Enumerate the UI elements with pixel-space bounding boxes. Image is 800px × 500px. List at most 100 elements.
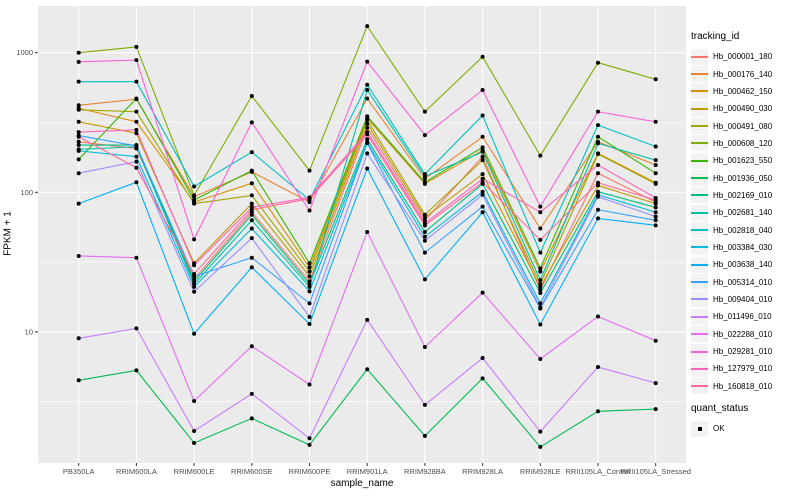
data-point: [422, 109, 427, 114]
data-point: [192, 282, 197, 287]
data-point: [365, 166, 370, 171]
data-point: [307, 301, 312, 306]
data-point: [480, 376, 485, 381]
x-tick-label: RRIM600PE: [289, 467, 331, 476]
data-point: [365, 121, 370, 126]
data-point: [76, 378, 81, 383]
x-tick-label: RRIM600LE: [174, 467, 215, 476]
line-key-icon: [691, 239, 708, 256]
line-key-icon: [691, 291, 708, 308]
data-point: [76, 157, 81, 162]
x-axis-tick-labels: PB350LA RRIM600LA RRIM600LE RRIM600SE RRIM60…: [63, 467, 691, 476]
data-point: [192, 331, 197, 336]
data-point: [365, 88, 370, 93]
data-point: [249, 201, 254, 206]
data-point: [538, 284, 543, 289]
legend-entry: OK: [691, 420, 799, 437]
data-point: [596, 314, 600, 319]
data-point: [538, 237, 543, 242]
legend-entry: Hb_000176_140: [691, 65, 799, 83]
data-point: [538, 250, 543, 255]
line-key-icon: [691, 326, 708, 343]
data-point: [249, 226, 254, 231]
data-point: [653, 198, 658, 203]
data-point: [134, 79, 139, 84]
data-point: [480, 145, 485, 150]
legend-entry: Hb_011496_010: [691, 308, 799, 325]
data-point: [307, 265, 312, 270]
legend-entry-label: Hb_003384_030: [713, 242, 773, 252]
data-point: [134, 326, 139, 331]
line-key-icon: [691, 66, 708, 83]
x-tick-label: RRII105LA_Stressed: [620, 467, 690, 476]
data-point: [134, 159, 139, 164]
data-point: [76, 107, 81, 112]
legend-title: quant_status: [691, 403, 749, 414]
legend-entry: Hb_005314_010: [691, 273, 799, 291]
legend-entry-label: Hb_000001_180: [713, 52, 773, 62]
data-point: [249, 150, 254, 155]
x-tick-label: PB350LA: [63, 467, 95, 476]
data-point: [596, 109, 600, 114]
data-point: [134, 255, 139, 260]
data-point: [249, 212, 254, 217]
data-point: [480, 172, 485, 177]
legend-entry: Hb_009404_010: [691, 291, 799, 308]
data-point: [422, 277, 427, 282]
legend-entry: Hb_127979_010: [691, 360, 799, 377]
data-point: [134, 131, 139, 136]
x-tick-label: RRIM928LE: [520, 467, 561, 476]
data-point: [134, 143, 139, 148]
data-point: [365, 24, 370, 29]
data-point: [76, 50, 81, 55]
legend-entry-label: OK: [713, 424, 725, 434]
legend-entry: Hb_000608_120: [691, 135, 799, 152]
data-point: [653, 210, 658, 215]
data-point: [422, 229, 427, 234]
legend-entry: Hb_002818_040: [691, 221, 799, 239]
data-point: [307, 284, 312, 289]
data-point: [422, 223, 427, 228]
legend-entry-label: Hb_127979_010: [713, 364, 773, 374]
data-point: [422, 238, 427, 243]
legend-entry-label: Hb_002681_140: [713, 208, 773, 218]
data-point: [596, 180, 600, 185]
data-point: [365, 229, 370, 234]
x-tick-label: RRIM600LA: [116, 467, 157, 476]
data-point: [76, 79, 81, 84]
data-point: [307, 321, 312, 326]
data-point: [307, 314, 312, 319]
data-point: [192, 398, 197, 403]
legend-entry-label: Hb_005314_010: [713, 277, 773, 287]
data-point: [480, 189, 485, 194]
data-point: [134, 127, 139, 132]
data-point: [307, 382, 312, 387]
data-point: [192, 237, 197, 242]
data-point: [480, 204, 485, 209]
data-point: [365, 151, 370, 156]
data-point: [249, 93, 254, 98]
data-point: [134, 180, 139, 185]
data-point: [307, 196, 312, 201]
data-point: [538, 266, 543, 271]
data-point: [422, 212, 427, 217]
data-point: [365, 367, 370, 372]
data-point: [480, 290, 485, 295]
data-point: [249, 344, 254, 349]
data-point: [307, 261, 312, 266]
legend-entries: Hb_000001_180 Hb_000176_140 Hb_000462_150 H…: [691, 48, 799, 395]
data-point: [480, 134, 485, 139]
data-point: [653, 338, 658, 343]
point-key-icon: [691, 420, 708, 437]
legend-entry-label: Hb_160818_010: [713, 381, 773, 391]
axis-ticks: [35, 52, 657, 466]
legend-entry: Hb_000001_180: [691, 48, 799, 65]
line-key-icon: [691, 170, 708, 187]
data-point: [249, 181, 254, 186]
data-point: [249, 168, 254, 173]
legend-entry-label: Hb_029281_010: [713, 347, 773, 357]
data-point: [134, 96, 139, 101]
data-point: [76, 130, 81, 135]
data-point: [249, 120, 254, 125]
data-point: [422, 402, 427, 407]
